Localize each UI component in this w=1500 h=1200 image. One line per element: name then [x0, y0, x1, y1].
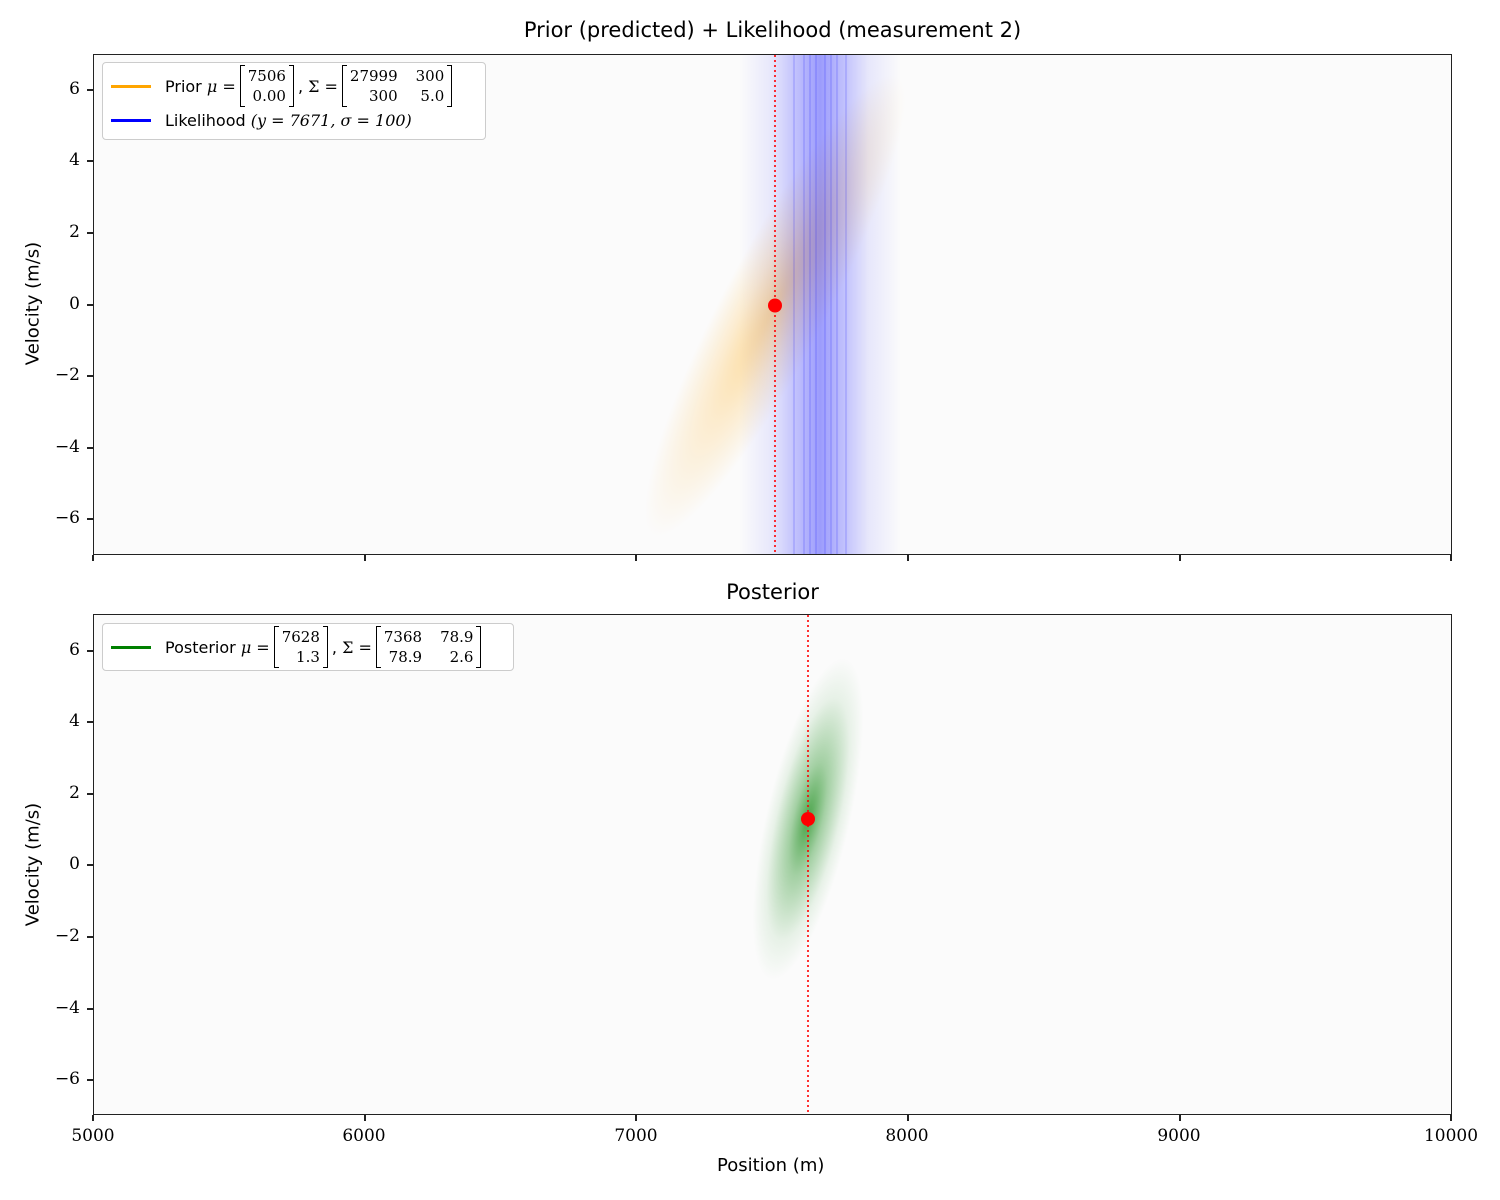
prior-cov-matrix: 27999 300 300 5.0	[341, 65, 453, 107]
xtick-label: 10000	[1423, 1126, 1479, 1146]
posterior-cov-01: 78.9	[440, 628, 474, 646]
prior-mu-vel: 0.00	[252, 87, 286, 105]
ytick-label: 2	[69, 783, 80, 803]
posterior-line-swatch	[111, 645, 151, 649]
posterior-mu-symbol: μ =	[240, 637, 270, 657]
prior-cov-11: 5.0	[420, 87, 445, 105]
posterior-cov-matrix: 7368 78.9 78.9 2.6	[375, 626, 482, 668]
likelihood-line-swatch	[111, 118, 151, 122]
ytick-label: 4	[69, 150, 80, 170]
top-legend: Prior μ = 7506 0.00 , Σ = 27999 300 300 …	[102, 62, 486, 140]
ytick-label: −2	[54, 365, 80, 385]
prior-label: Prior	[165, 76, 202, 96]
prior-cov-01: 300	[415, 67, 445, 85]
legend-item-posterior: Posterior μ = 7628 1.3 , Σ = 7368 78.9 7…	[111, 626, 505, 668]
bottom-y-axis-label: Velocity (m/s)	[22, 802, 44, 927]
likelihood-label: Likelihood	[165, 110, 246, 130]
ytick-label: 6	[69, 640, 80, 660]
posterior-cov-11: 2.6	[449, 648, 474, 666]
ytick-label: 0	[69, 854, 80, 874]
prior-mean-point	[768, 298, 782, 313]
posterior-cov-10: 78.9	[388, 648, 423, 666]
ytick-label: −6	[54, 508, 80, 528]
bottom-legend: Posterior μ = 7628 1.3 , Σ = 7368 78.9 7…	[102, 623, 514, 671]
bottom-plot-area	[93, 614, 1452, 1115]
bottom-plot-graphics	[752, 615, 864, 1114]
posterior-mean-point	[801, 812, 815, 826]
likelihood-params: (y = 7671, σ = 100)	[250, 110, 412, 130]
posterior-sigma-symbol: Σ =	[342, 637, 372, 657]
posterior-cov-00: 7368	[383, 628, 423, 646]
ytick-label: −4	[54, 998, 80, 1018]
bottom-chart-title: Posterior	[726, 580, 819, 604]
xtick-label: 6000	[342, 1126, 386, 1146]
x-axis-label: Position (m)	[717, 1155, 825, 1176]
legend-item-prior: Prior μ = 7506 0.00 , Σ = 27999 300 300 …	[111, 65, 477, 107]
ytick-label: −2	[54, 926, 80, 946]
prior-mu-pos: 7506	[247, 67, 286, 85]
xtick-label: 9000	[1157, 1126, 1201, 1146]
prior-sigma-symbol: Σ =	[308, 76, 338, 96]
posterior-mu-vector: 7628 1.3	[273, 626, 328, 668]
ytick-label: 0	[69, 294, 80, 314]
prior-mu-vector: 7506 0.00	[239, 65, 294, 107]
xtick-label: 5000	[71, 1126, 115, 1146]
prior-mu-symbol: μ =	[206, 76, 236, 96]
top-chart-title: Prior (predicted) + Likelihood (measurem…	[523, 18, 1022, 42]
prior-cov-00: 27999	[349, 67, 398, 85]
prior-line-swatch	[111, 84, 151, 88]
posterior-mu-vel: 1.3	[296, 648, 320, 666]
xtick-label: 7000	[614, 1126, 658, 1146]
ytick-label: −4	[54, 437, 80, 457]
ytick-label: 4	[69, 711, 80, 731]
likelihood-band	[739, 55, 901, 554]
ytick-label: −6	[54, 1069, 80, 1089]
top-plot-area	[93, 54, 1452, 555]
ytick-label: 6	[69, 79, 80, 99]
top-plot-graphics	[644, 55, 906, 554]
posterior-mu-pos: 7628	[281, 628, 320, 646]
prior-cov-10: 300	[369, 87, 398, 105]
ytick-label: 2	[69, 222, 80, 242]
posterior-label: Posterior	[165, 637, 236, 657]
xtick-label: 8000	[885, 1126, 929, 1146]
legend-item-likelihood: Likelihood (y = 7671, σ = 100)	[111, 105, 477, 135]
top-y-axis-label: Velocity (m/s)	[22, 241, 44, 366]
